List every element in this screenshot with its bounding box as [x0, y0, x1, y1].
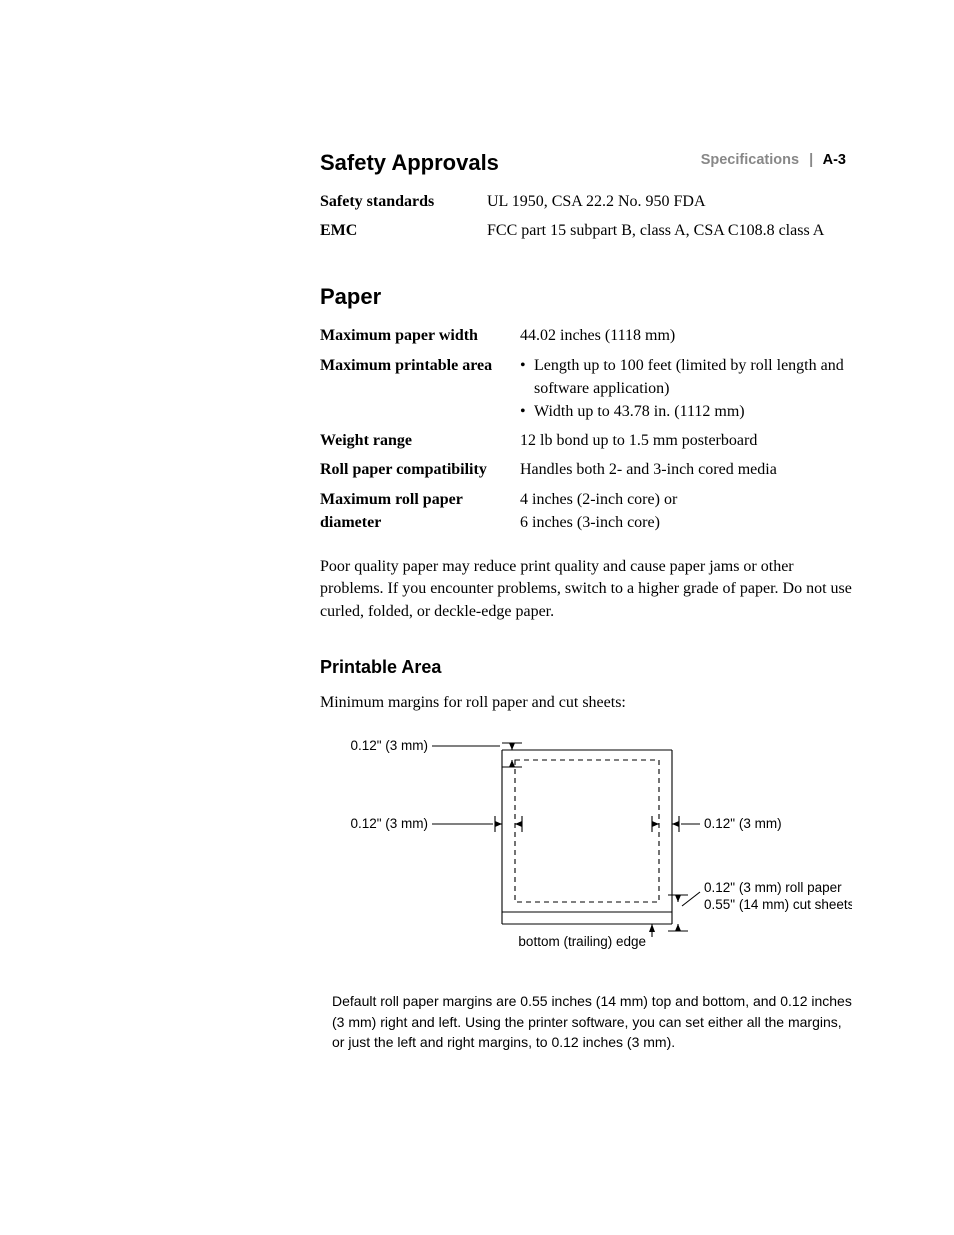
spec-value: FCC part 15 subpart B, class A, CSA C108…: [487, 219, 824, 242]
margins-diagram: 0.12" (3 mm) 0.12" (3 mm) 0.12" (3 mm) 0…: [332, 734, 854, 969]
paper-quality-note: Poor quality paper may reduce print qual…: [320, 556, 854, 623]
bullet-item: Length up to 100 feet (limited by roll l…: [520, 354, 854, 400]
page-number: A-3: [823, 152, 846, 168]
bottom-roll-label: 0.12" (3 mm) roll paper: [704, 880, 842, 895]
safety-table: Safety standards UL 1950, CSA 22.2 No. 9…: [320, 190, 854, 242]
page-header: Specifications | A-3: [701, 152, 846, 168]
spec-row: Roll paper compatibility Handles both 2-…: [320, 458, 854, 481]
spec-value: 44.02 inches (1118 mm): [520, 324, 675, 347]
spec-label: EMC: [320, 219, 487, 242]
right-margin-label: 0.12" (3 mm): [704, 816, 782, 831]
default-margins-note: Default roll paper margins are 0.55 inch…: [332, 991, 854, 1052]
spec-value: 4 inches (2-inch core) or 6 inches (3-in…: [520, 488, 677, 534]
bullet-item: Width up to 43.78 in. (1112 mm): [520, 400, 854, 423]
spec-value: Length up to 100 feet (limited by roll l…: [520, 354, 854, 424]
value-line: 6 inches (3-inch core): [520, 514, 660, 531]
left-margin-label: 0.12" (3 mm): [350, 816, 428, 831]
spec-label: Roll paper compatibility: [320, 458, 520, 481]
spec-row: Weight range 12 lb bond up to 1.5 mm pos…: [320, 429, 854, 452]
paper-table: Maximum paper width 44.02 inches (1118 m…: [320, 324, 854, 534]
spec-value: 12 lb bond up to 1.5 mm posterboard: [520, 429, 757, 452]
printable-area-heading: Printable Area: [320, 657, 854, 678]
spec-row: EMC FCC part 15 subpart B, class A, CSA …: [320, 219, 854, 242]
bottom-cut-label: 0.55" (14 mm) cut sheets: [704, 897, 852, 912]
spec-label: Weight range: [320, 429, 520, 452]
spec-label: Maximum paper width: [320, 324, 520, 347]
edge-label: bottom (trailing) edge: [518, 934, 646, 949]
spec-value: Handles both 2- and 3-inch cored media: [520, 458, 777, 481]
paper-heading: Paper: [320, 284, 854, 310]
spec-row: Safety standards UL 1950, CSA 22.2 No. 9…: [320, 190, 854, 213]
spec-label: Maximum printable area: [320, 354, 520, 424]
value-line: 4 inches (2-inch core) or: [520, 491, 677, 508]
spec-value: UL 1950, CSA 22.2 No. 950 FDA: [487, 190, 706, 213]
spec-label: Maximum roll paper diameter: [320, 488, 520, 534]
header-separator: |: [809, 152, 813, 168]
spec-label: Safety standards: [320, 190, 487, 213]
spec-row: Maximum paper width 44.02 inches (1118 m…: [320, 324, 854, 347]
spec-row: Maximum roll paper diameter 4 inches (2-…: [320, 488, 854, 534]
section-name: Specifications: [701, 152, 799, 168]
printable-intro: Minimum margins for roll paper and cut s…: [320, 692, 854, 714]
top-margin-label: 0.12" (3 mm): [350, 738, 428, 753]
spec-row: Maximum printable area Length up to 100 …: [320, 354, 854, 424]
bullet-list: Length up to 100 feet (limited by roll l…: [520, 354, 854, 424]
